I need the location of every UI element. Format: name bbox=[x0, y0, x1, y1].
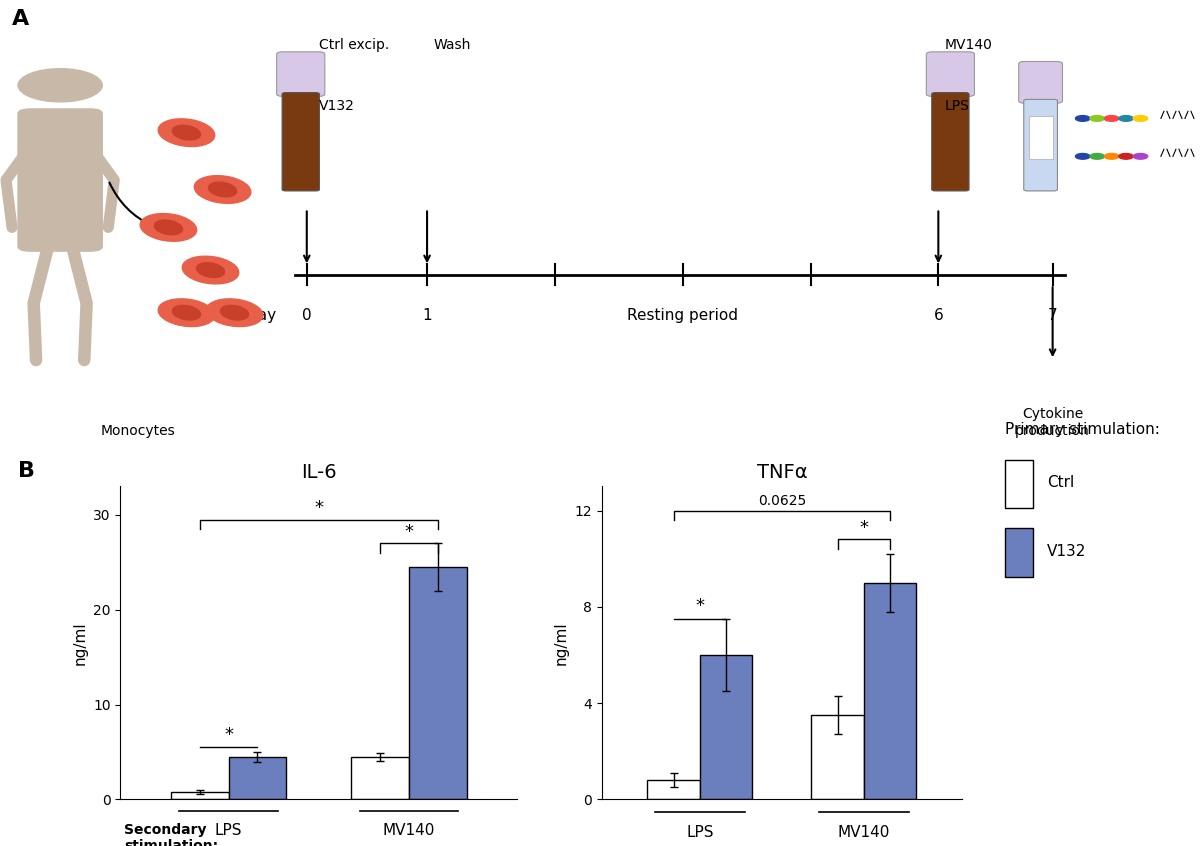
Ellipse shape bbox=[158, 118, 215, 146]
Circle shape bbox=[18, 69, 102, 102]
FancyBboxPatch shape bbox=[932, 92, 970, 191]
Bar bbox=[351, 757, 409, 799]
Ellipse shape bbox=[206, 299, 263, 327]
Ellipse shape bbox=[182, 256, 239, 284]
Text: V132: V132 bbox=[1047, 544, 1086, 558]
Text: 0.0625: 0.0625 bbox=[758, 494, 806, 508]
Ellipse shape bbox=[140, 213, 197, 241]
Circle shape bbox=[1104, 153, 1119, 159]
Bar bbox=[171, 792, 229, 799]
Text: Cytokine
production: Cytokine production bbox=[1015, 408, 1090, 437]
Bar bbox=[1005, 459, 1033, 508]
Ellipse shape bbox=[158, 299, 215, 327]
Text: B: B bbox=[18, 461, 35, 481]
Ellipse shape bbox=[220, 305, 249, 320]
Ellipse shape bbox=[194, 176, 251, 203]
Circle shape bbox=[1075, 153, 1090, 159]
Circle shape bbox=[1119, 116, 1133, 121]
Text: V132: V132 bbox=[319, 100, 355, 113]
Ellipse shape bbox=[172, 125, 201, 140]
Bar bbox=[1005, 528, 1033, 577]
Bar bbox=[409, 567, 467, 799]
Ellipse shape bbox=[154, 220, 183, 234]
Text: LPS: LPS bbox=[215, 823, 242, 838]
Bar bbox=[936, 103, 966, 163]
Bar bbox=[812, 715, 864, 799]
FancyBboxPatch shape bbox=[282, 92, 319, 191]
Text: Ctrl excip.: Ctrl excip. bbox=[319, 38, 389, 52]
Text: 6: 6 bbox=[934, 308, 943, 323]
Ellipse shape bbox=[172, 305, 201, 320]
Text: 0: 0 bbox=[302, 308, 312, 323]
FancyBboxPatch shape bbox=[18, 109, 102, 251]
FancyBboxPatch shape bbox=[1024, 99, 1057, 191]
Text: 7: 7 bbox=[1048, 308, 1057, 323]
Text: LPS: LPS bbox=[686, 825, 713, 840]
Text: MV140: MV140 bbox=[383, 823, 435, 838]
Circle shape bbox=[1090, 153, 1104, 159]
Title: IL-6: IL-6 bbox=[301, 463, 337, 482]
Text: Wash: Wash bbox=[433, 38, 470, 52]
Text: *: * bbox=[695, 597, 705, 615]
Circle shape bbox=[1104, 116, 1119, 121]
Bar bbox=[229, 757, 286, 799]
Text: *: * bbox=[224, 726, 233, 744]
Y-axis label: ng/ml: ng/ml bbox=[553, 621, 569, 665]
Ellipse shape bbox=[196, 263, 225, 277]
Text: A: A bbox=[12, 9, 29, 30]
Circle shape bbox=[1119, 153, 1133, 159]
Text: *: * bbox=[404, 523, 414, 541]
Bar bbox=[864, 583, 917, 799]
Circle shape bbox=[1133, 116, 1148, 121]
Text: MV140: MV140 bbox=[944, 38, 992, 52]
Text: MV140: MV140 bbox=[837, 825, 890, 840]
FancyBboxPatch shape bbox=[926, 52, 974, 96]
Text: Resting period: Resting period bbox=[627, 308, 739, 323]
Text: Primary stimulation:: Primary stimulation: bbox=[1005, 422, 1160, 437]
Text: Secondary
stimulation:: Secondary stimulation: bbox=[124, 823, 218, 846]
Bar bbox=[286, 103, 315, 163]
Text: LPS: LPS bbox=[944, 100, 970, 113]
Text: Ctrl: Ctrl bbox=[1047, 475, 1074, 490]
Circle shape bbox=[1133, 153, 1148, 159]
Text: Monocytes: Monocytes bbox=[101, 424, 176, 438]
Text: 1: 1 bbox=[422, 308, 432, 323]
Text: Day: Day bbox=[247, 308, 277, 323]
Circle shape bbox=[1090, 116, 1104, 121]
Ellipse shape bbox=[208, 182, 237, 197]
FancyBboxPatch shape bbox=[1019, 62, 1062, 103]
Bar bbox=[1029, 116, 1053, 159]
Text: *: * bbox=[859, 519, 869, 537]
Bar bbox=[647, 780, 700, 799]
Title: TNFα: TNFα bbox=[757, 463, 807, 482]
Text: *: * bbox=[314, 499, 324, 517]
FancyBboxPatch shape bbox=[277, 52, 325, 96]
Circle shape bbox=[1075, 116, 1090, 121]
Bar bbox=[700, 655, 752, 799]
Y-axis label: ng/ml: ng/ml bbox=[72, 621, 88, 665]
